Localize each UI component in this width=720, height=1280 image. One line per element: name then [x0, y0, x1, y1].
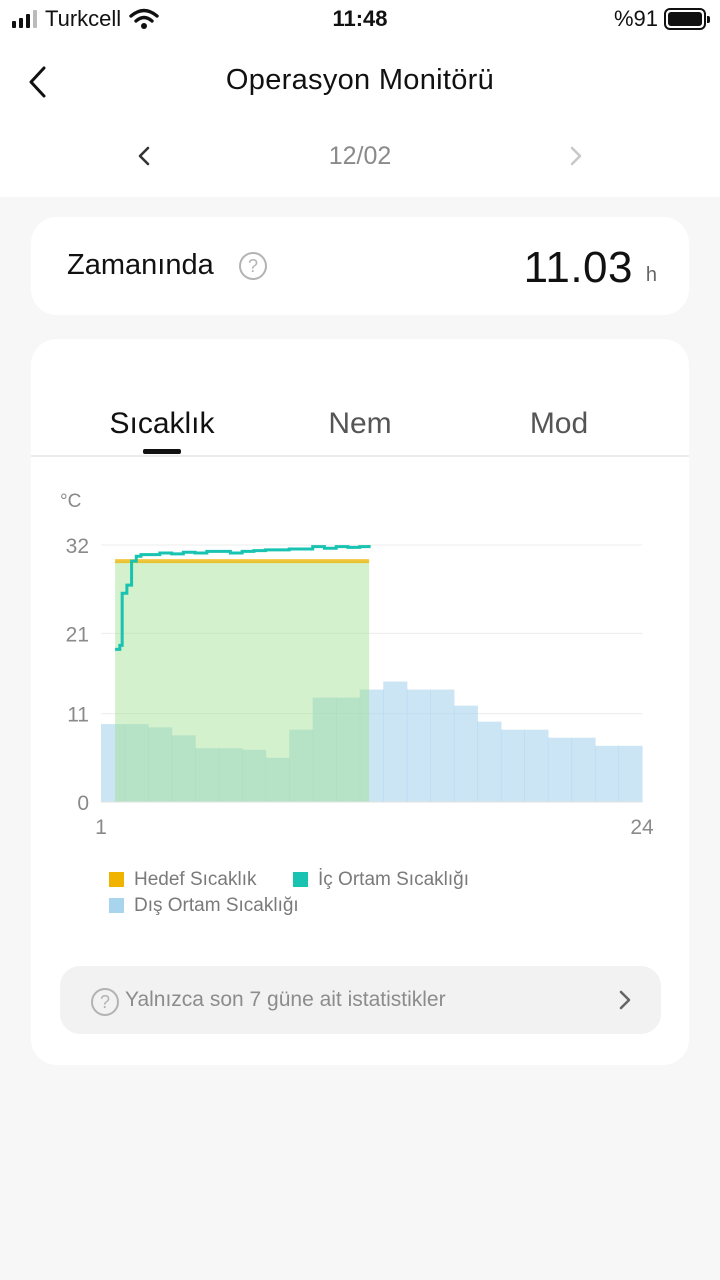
battery-percent: %91	[613, 6, 658, 31]
on-time-label: Zamanında	[67, 249, 214, 281]
outdoor-temp-bar	[453, 705, 478, 802]
outdoor-temp-bar	[359, 689, 384, 802]
outdoor-temp-bar	[618, 745, 643, 802]
nav-bar: Operasyon Monitörü	[0, 50, 720, 114]
stats-info-row[interactable]: ? Yalnızca son 7 güne ait istatistikler	[60, 966, 661, 1034]
outdoor-temp-bar	[195, 748, 220, 802]
outdoor-temp-bar	[477, 721, 502, 802]
outdoor-temp-bar	[242, 749, 267, 802]
legend-indoor-temp: İç Ortam Sıcaklığı	[318, 869, 469, 890]
top-area: Turkcell 11:48 %91 Operasyon Monitörü 12…	[0, 0, 720, 197]
temperature-chart: °C 0 11 21 32 1 24	[60, 491, 654, 839]
wifi-icon	[129, 8, 159, 29]
legend-swatch-outdoor	[109, 898, 124, 913]
status-right: %91	[613, 6, 710, 32]
tab-bar: Sıcaklık Nem Mod	[31, 339, 689, 457]
signal-icon	[12, 10, 37, 28]
help-circle-icon: ?	[91, 988, 119, 1016]
y-tick-label: 32	[66, 535, 89, 558]
tab-mode[interactable]: Mod	[529, 407, 589, 440]
legend-swatch-target	[109, 872, 124, 887]
legend-target-temp: Hedef Sıcaklık	[134, 869, 257, 890]
date-navigator: 12/02	[0, 132, 720, 180]
outdoor-temp-bar	[524, 729, 549, 802]
outdoor-temp-bar	[500, 729, 525, 802]
page-title: Operasyon Monitörü	[225, 64, 495, 96]
on-time-value: 11.03	[523, 243, 633, 292]
current-date: 12/02	[328, 142, 392, 170]
operating-period-area	[115, 561, 370, 802]
outdoor-temp-bar	[265, 757, 290, 802]
y-tick-label: 0	[77, 792, 89, 815]
outdoor-temp-bar	[430, 689, 455, 802]
prev-date-chevron-icon[interactable]	[130, 140, 160, 172]
back-chevron-icon[interactable]	[22, 62, 56, 102]
battery-icon	[664, 8, 710, 30]
outdoor-temp-bar	[547, 737, 573, 802]
carrier-label: Turkcell	[45, 6, 122, 31]
status-time: 11:48	[332, 6, 388, 31]
outdoor-temp-bar	[571, 737, 596, 802]
outdoor-temp-bar	[101, 724, 126, 802]
outdoor-temp-bar	[171, 735, 196, 802]
stats-info-text: Yalnızca son 7 güne ait istatistikler	[125, 988, 446, 1011]
tab-temperature[interactable]: Sıcaklık	[109, 407, 215, 440]
indoor-temp-line	[115, 545, 371, 651]
outdoor-temp-bar	[336, 697, 361, 802]
status-left: Turkcell	[12, 6, 159, 32]
y-tick-label: 11	[67, 704, 89, 727]
next-date-chevron-icon[interactable]	[560, 140, 590, 172]
status-bar: Turkcell 11:48 %91	[0, 0, 720, 40]
on-time-unit: h	[645, 264, 657, 286]
x-tick-label: 1	[95, 816, 107, 839]
y-tick-label: 21	[66, 623, 89, 646]
x-tick-label: 24	[630, 816, 654, 839]
outdoor-temp-bar	[148, 727, 173, 802]
tab-humidity[interactable]: Nem	[328, 407, 392, 440]
outdoor-temp-bar	[383, 681, 408, 802]
y-axis-unit: °C	[60, 491, 81, 512]
outdoor-temp-bar	[312, 697, 337, 802]
legend-swatch-indoor	[293, 872, 308, 887]
outdoor-temp-bar	[406, 689, 431, 802]
chevron-right-icon	[619, 990, 631, 1010]
active-tab-indicator	[143, 449, 181, 454]
help-circle-icon[interactable]: ?	[239, 252, 267, 280]
on-time-card: Zamanında ? 11.03 h	[31, 217, 689, 315]
outdoor-temp-bar	[594, 745, 620, 802]
outdoor-temp-bar	[218, 748, 243, 802]
legend-outdoor-temp: Dış Ortam Sıcaklığı	[134, 895, 299, 916]
chart-card: Sıcaklık Nem Mod °C 0 11 21 32 1 24 Hedef Sıca…	[31, 339, 689, 1065]
outdoor-temp-bar	[289, 729, 314, 802]
outdoor-temp-bar	[124, 724, 149, 802]
